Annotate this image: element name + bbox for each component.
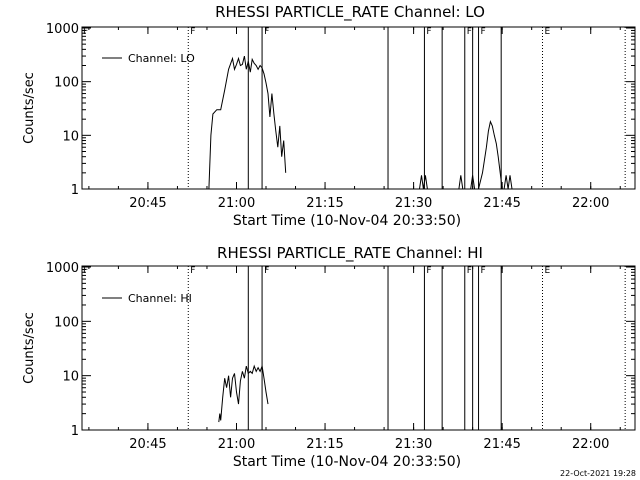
chart-panel-lo: RHESSI PARTICLE_RATE Channel: LO F F F F F EF… xyxy=(22,3,636,229)
y-tick-label: 1 xyxy=(71,424,79,439)
data-series xyxy=(208,55,513,190)
chart-panel-hi: RHESSI PARTICLE_RATE Channel: HI F F F F F EF… xyxy=(22,244,636,470)
chart-title: RHESSI PARTICLE_RATE Channel: LO xyxy=(215,3,485,22)
x-tick-label: 21:45 xyxy=(483,437,520,452)
flag-label: E xyxy=(545,266,551,276)
x-axis-label: Start Time (10-Nov-04 20:33:50) xyxy=(233,213,461,229)
series-line xyxy=(503,175,513,190)
flag-label: F xyxy=(264,266,269,276)
legend-entry: Channel: LO xyxy=(128,52,195,65)
x-tick-label: 21:30 xyxy=(395,196,432,211)
x-tick-label: 21:15 xyxy=(306,196,343,211)
series-line xyxy=(470,175,476,190)
x-tick-label: 20:45 xyxy=(129,196,166,211)
flag-label: F xyxy=(481,27,486,37)
y-tick-label: 100 xyxy=(54,76,79,91)
flag-lines: F F F F F EF xyxy=(83,27,626,189)
legend: Channel: HI xyxy=(102,292,192,305)
flag-lines: F F F F F EF xyxy=(83,266,626,430)
flag-label: E xyxy=(545,27,551,37)
flag-label: F xyxy=(264,27,269,37)
y-tick-label: 100 xyxy=(54,315,79,330)
flag-label: F xyxy=(426,266,431,276)
x-tick-label: 21:00 xyxy=(218,437,255,452)
y-axis: 1 10 100 1000 xyxy=(46,22,635,198)
series-line xyxy=(458,175,464,190)
y-axis-label: Counts/sec xyxy=(22,72,37,144)
flag-label: F xyxy=(83,27,88,37)
series-line xyxy=(208,55,287,190)
flag-label: F xyxy=(190,266,195,276)
x-tick-label: 20:45 xyxy=(129,437,166,452)
x-axis-label: Start Time (10-Nov-04 20:33:50) xyxy=(233,454,461,470)
x-tick-label: 21:15 xyxy=(306,437,343,452)
x-tick-label: 21:00 xyxy=(218,196,255,211)
chart-title: RHESSI PARTICLE_RATE Channel: HI xyxy=(217,244,483,263)
flag-label: F xyxy=(426,27,431,37)
y-tick-label: 1000 xyxy=(46,22,79,37)
x-axis: 20:45 21:00 21:15 21:30 21:45 22:00 xyxy=(88,27,621,211)
y-axis: 1 10 100 1000 xyxy=(46,261,635,439)
x-tick-label: 21:45 xyxy=(483,196,520,211)
y-tick-label: 10 xyxy=(62,370,79,385)
flag-label: F xyxy=(467,266,472,276)
legend: Channel: LO xyxy=(102,52,195,65)
flag-label: F xyxy=(190,27,195,37)
data-series xyxy=(218,364,269,423)
x-tick-label: 21:30 xyxy=(395,437,432,452)
y-tick-label: 1 xyxy=(71,183,79,198)
y-tick-label: 10 xyxy=(62,129,79,144)
legend-entry: Channel: HI xyxy=(128,292,192,305)
flag-label: F xyxy=(83,266,88,276)
x-axis: 20:45 21:00 21:15 21:30 21:45 22:00 xyxy=(88,266,621,452)
x-tick-label: 22:00 xyxy=(572,196,609,211)
series-line xyxy=(478,119,503,190)
plot-frame xyxy=(81,265,636,431)
plot-frame xyxy=(81,26,636,190)
footer-timestamp: 22-Oct-2021 19:28 xyxy=(560,469,636,478)
flag-label: F xyxy=(467,27,472,37)
y-axis-label: Counts/sec xyxy=(22,312,37,384)
y-tick-label: 1000 xyxy=(46,261,79,276)
series-line xyxy=(419,175,428,190)
series-line xyxy=(218,364,269,423)
flag-label: F xyxy=(481,266,486,276)
x-tick-label: 22:00 xyxy=(572,437,609,452)
